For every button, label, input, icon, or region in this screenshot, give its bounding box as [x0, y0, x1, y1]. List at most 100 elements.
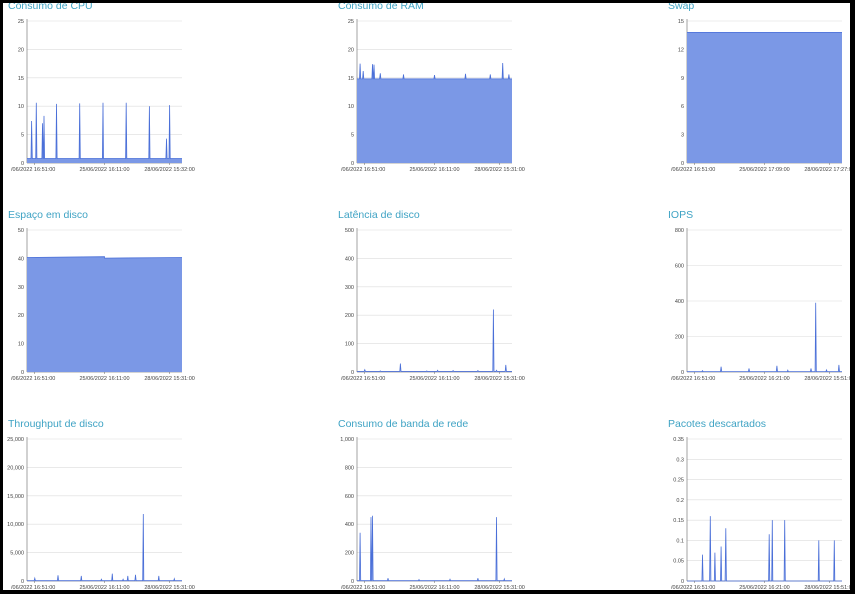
chart-canvas: 0 3 6 9 12 15/06/2022 16:51:00 25/06/2022 17:0… — [671, 19, 850, 173]
y-tick-label: 40 — [18, 256, 24, 262]
series-line — [687, 516, 842, 582]
x-tick-label: 28/06/2022 17:27:00 — [804, 167, 850, 173]
y-tick-label: 0.1 — [676, 538, 684, 544]
y-tick-label: 800 — [345, 465, 354, 471]
y-tick-label: 600 — [675, 264, 684, 270]
y-tick-label: 400 — [345, 256, 354, 262]
chart-canvas: 0 5 10 15 20 25/06/2022 16:51:00 25/06/2022 16… — [11, 19, 195, 173]
x-tick-label: /06/2022 16:51:00 — [341, 376, 385, 382]
x-tick-label: 25/06/2022 16:11:00 — [409, 376, 459, 382]
y-tick-label: 200 — [345, 551, 354, 557]
chart-canvas: 0 100 200 300 400 500/06/2022 16:51:00 25/06/2… — [341, 228, 525, 382]
x-tick-label: 25/06/2022 16:11:00 — [409, 585, 459, 590]
y-tick-label: 25 — [18, 19, 24, 25]
series-line — [27, 513, 182, 582]
x-tick-label: /06/2022 16:51:00 — [671, 167, 715, 173]
x-tick-label: /06/2022 16:51:00 — [671, 376, 715, 382]
y-tick-label: 6 — [681, 104, 684, 110]
chart-title: Swap — [668, 3, 695, 12]
series-area — [27, 102, 182, 163]
y-tick-label: 200 — [675, 335, 684, 341]
x-tick-label: 25/06/2022 16:11:00 — [79, 376, 129, 382]
y-tick-label: 200 — [345, 313, 354, 319]
y-tick-label: 20 — [18, 47, 24, 53]
chart-panel: Consumo de banda de rede 0 200 400 600 800 1,0… — [333, 414, 603, 590]
y-tick-label: 15,000 — [7, 494, 24, 500]
y-tick-label: 0 — [681, 579, 684, 585]
y-tick-label: 5 — [21, 133, 24, 139]
y-tick-label: 300 — [345, 285, 354, 291]
chart-title: Consumo de banda de rede — [338, 418, 469, 430]
chart-panel: Espaço em disco 0 10 20 30 40 50/06/2022 16:51… — [3, 205, 273, 405]
x-tick-label: 28/06/2022 15:51:00 — [804, 585, 850, 590]
y-tick-label: 400 — [675, 299, 684, 305]
chart-canvas: 0 5,000 10,000 15,000 20,000 25,000/06/2022 1… — [7, 437, 195, 590]
series-area — [357, 515, 512, 581]
y-tick-label: 0.15 — [673, 518, 684, 524]
x-tick-label: /06/2022 16:51:00 — [11, 585, 55, 590]
y-tick-label: 3 — [681, 133, 684, 139]
y-tick-label: 0 — [21, 370, 24, 376]
x-tick-label: /06/2022 16:51:00 — [671, 585, 715, 590]
y-tick-label: 0.05 — [673, 559, 684, 565]
series-area — [27, 256, 182, 372]
y-tick-label: 50 — [18, 228, 24, 234]
x-tick-label: 25/06/2022 16:21:00 — [739, 376, 789, 382]
series-area — [357, 309, 512, 372]
x-tick-label: 28/06/2022 15:31:00 — [474, 376, 524, 382]
y-tick-label: 0 — [351, 370, 354, 376]
y-tick-label: 0 — [21, 161, 24, 167]
y-tick-label: 15 — [18, 76, 24, 82]
chart-panel: Pacotes descartados 0 0.05 0.1 0.15 0.2 0.25 0.… — [663, 414, 850, 590]
chart-title: Consumo de CPU — [8, 3, 93, 12]
y-tick-label: 10 — [18, 104, 24, 110]
series-line — [26, 256, 183, 259]
series-line — [357, 515, 512, 582]
y-tick-label: 1,000 — [340, 437, 354, 443]
y-tick-label: 0 — [351, 579, 354, 585]
x-tick-label: /06/2022 16:51:00 — [341, 585, 385, 590]
y-tick-label: 30 — [18, 285, 24, 291]
x-tick-label: 25/06/2022 16:21:00 — [739, 585, 789, 590]
y-tick-label: 15 — [348, 76, 354, 82]
chart-panel: Swap 0 3 6 9 12 15/06/2022 16:51:00 25/06/2022 … — [663, 3, 850, 196]
chart-title: IOPS — [668, 209, 694, 221]
x-tick-label: 25/06/2022 16:11:00 — [79, 585, 129, 590]
x-tick-label: /06/2022 16:51:00 — [11, 376, 55, 382]
y-tick-label: 0.3 — [676, 457, 684, 463]
chart-panel: IOPS 0 200 400 600 800/06/2022 16:51:00 25/06/… — [663, 205, 850, 405]
x-tick-label: 28/06/2022 15:51:00 — [804, 376, 850, 382]
y-tick-label: 500 — [345, 228, 354, 234]
chart-panel: Latência de disco 0 100 200 300 400 500/06/202… — [333, 205, 603, 405]
y-tick-label: 10,000 — [7, 522, 24, 528]
y-tick-label: 0.2 — [676, 498, 684, 504]
series-area — [687, 32, 842, 164]
y-tick-label: 100 — [345, 342, 354, 348]
x-tick-label: 28/06/2022 15:32:00 — [144, 167, 194, 173]
chart-panel: Consumo de CPU 0 5 10 15 20 25/06/2022 16:51:0… — [3, 3, 273, 196]
y-tick-label: 12 — [678, 47, 684, 53]
x-tick-label: 28/06/2022 15:31:00 — [474, 585, 524, 590]
series-area — [687, 302, 842, 372]
chart-canvas: 0 5 10 15 20 25/06/2022 16:51:00 25/06/2022 16… — [341, 19, 525, 173]
y-tick-label: 10 — [348, 104, 354, 110]
y-tick-label: 0 — [21, 579, 24, 585]
x-tick-label: 28/06/2022 15:31:00 — [474, 167, 524, 173]
y-tick-label: 800 — [675, 228, 684, 234]
chart-canvas: 0 0.05 0.1 0.15 0.2 0.25 0.3 0.35/06/2022 16:51… — [671, 437, 850, 590]
chart-title: Espaço em disco — [8, 209, 88, 221]
chart-canvas: 0 200 400 600 800 1,000/06/2022 16:51:00 25/06… — [340, 437, 525, 590]
chart-title: Latência de disco — [338, 209, 420, 221]
x-tick-label: /06/2022 16:51:00 — [341, 167, 385, 173]
series-line — [687, 302, 842, 373]
x-tick-label: 25/06/2022 16:11:00 — [79, 167, 129, 173]
x-tick-label: 28/06/2022 15:31:00 — [144, 376, 194, 382]
y-tick-label: 0.35 — [673, 437, 684, 443]
y-tick-label: 0.25 — [673, 478, 684, 484]
chart-canvas: 0 10 20 30 40 50/06/2022 16:51:00 25/06/2022 1… — [11, 228, 195, 382]
chart-title: Pacotes descartados — [668, 418, 767, 430]
y-tick-label: 25 — [348, 19, 354, 25]
y-tick-label: 20 — [348, 47, 354, 53]
y-tick-label: 25,000 — [7, 437, 24, 443]
series-line — [357, 62, 512, 80]
